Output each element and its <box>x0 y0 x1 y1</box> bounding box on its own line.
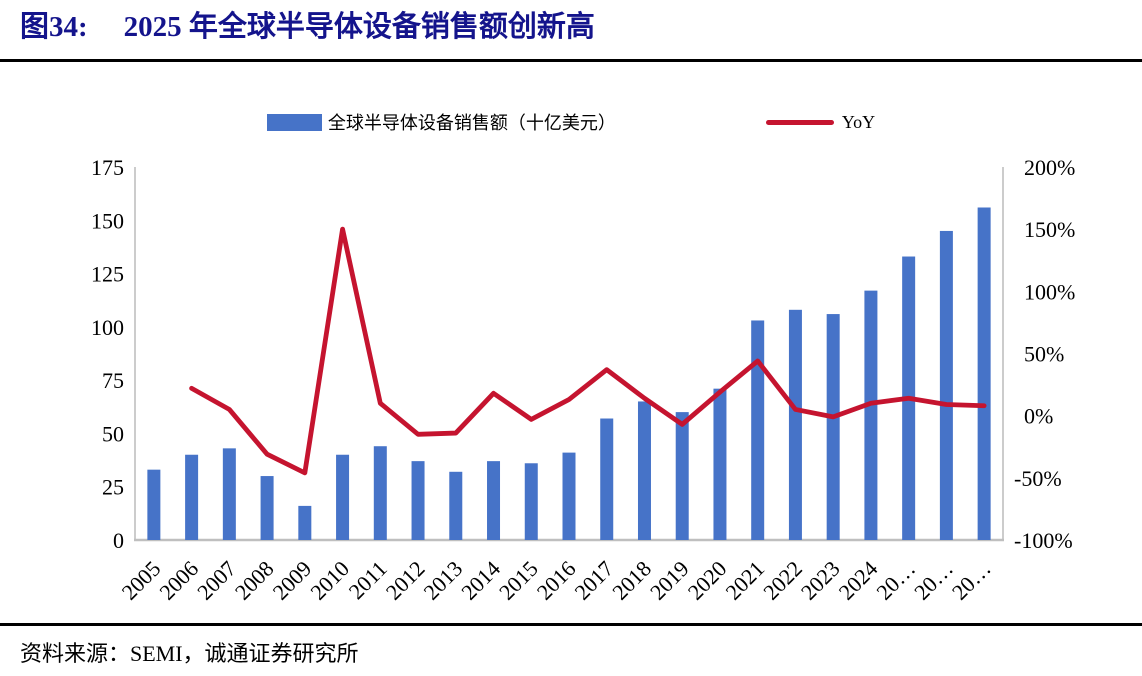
left-axis-tick: 125 <box>91 262 124 287</box>
x-axis-label: 2017 <box>569 556 618 605</box>
right-axis-tick: 50% <box>1024 342 1064 367</box>
x-axis-label: 2006 <box>154 556 203 605</box>
source-note: 资料来源：SEMI，诚通证券研究所 <box>20 641 359 666</box>
figure-title: 2025 年全球半导体设备销售额创新高 <box>123 11 595 43</box>
left-axis-tick: 100 <box>91 315 124 340</box>
x-axis-label: 2020 <box>683 556 732 605</box>
legend-bar-swatch <box>266 113 322 131</box>
figure-header: 图34: 2025 年全球半导体设备销售额创新高 <box>20 8 595 46</box>
x-axis-label: 2014 <box>456 556 505 605</box>
left-axis-tick: 25 <box>102 475 124 500</box>
x-axis-label: 2024 <box>834 556 883 605</box>
legend-line-label: YoY <box>841 111 876 132</box>
x-axis-label: 2016 <box>532 556 581 605</box>
left-axis-tick: 150 <box>91 208 124 233</box>
x-axis-label: 2007 <box>192 556 241 605</box>
right-axis-tick: 150% <box>1024 217 1075 242</box>
legend-bar-label: 全球半导体设备销售额（十亿美元） <box>327 113 616 133</box>
left-axis-tick: 0 <box>113 528 124 553</box>
x-axis-label: 2021 <box>720 556 769 605</box>
left-axis-tick: 175 <box>91 155 124 180</box>
x-axis-label: 2009 <box>268 556 317 605</box>
right-axis-tick: -50% <box>1014 466 1062 491</box>
x-axis-label: 2008 <box>230 556 279 605</box>
title-divider <box>0 59 1142 62</box>
legend-item-yoy: YoY <box>765 111 876 133</box>
x-axis-label: 2011 <box>344 556 392 604</box>
x-axis-label: 2015 <box>494 556 543 605</box>
legend-item-sales: 全球半导体设备销售额（十亿美元） <box>266 109 616 135</box>
x-axis-label: 20… <box>909 556 958 605</box>
right-axis-tick: -100% <box>1014 528 1073 553</box>
x-axis-label: 2012 <box>381 556 430 605</box>
x-axis-label: 2019 <box>645 556 694 605</box>
x-axis-label: 2022 <box>758 556 807 605</box>
x-axis-label: 20… <box>871 556 920 605</box>
x-axis-label: 2013 <box>419 556 468 605</box>
legend-line-swatch <box>765 119 834 125</box>
x-axis-label: 2005 <box>117 556 166 605</box>
right-axis-tick: 0% <box>1024 404 1053 429</box>
chart-legend: 全球半导体设备销售额（十亿美元） YoY <box>0 109 1142 135</box>
source-divider <box>0 623 1142 626</box>
figure-number: 图34: <box>20 11 88 43</box>
x-axis-label: 20… <box>947 556 996 605</box>
x-axis-label: 2023 <box>796 556 845 605</box>
left-axis-tick: 75 <box>102 368 124 393</box>
x-axis-label: 2018 <box>607 556 656 605</box>
left-axis-tick: 50 <box>102 421 124 446</box>
right-axis-tick: 100% <box>1024 279 1075 304</box>
right-axis-tick: 200% <box>1024 155 1075 180</box>
x-axis-label: 2010 <box>305 556 354 605</box>
